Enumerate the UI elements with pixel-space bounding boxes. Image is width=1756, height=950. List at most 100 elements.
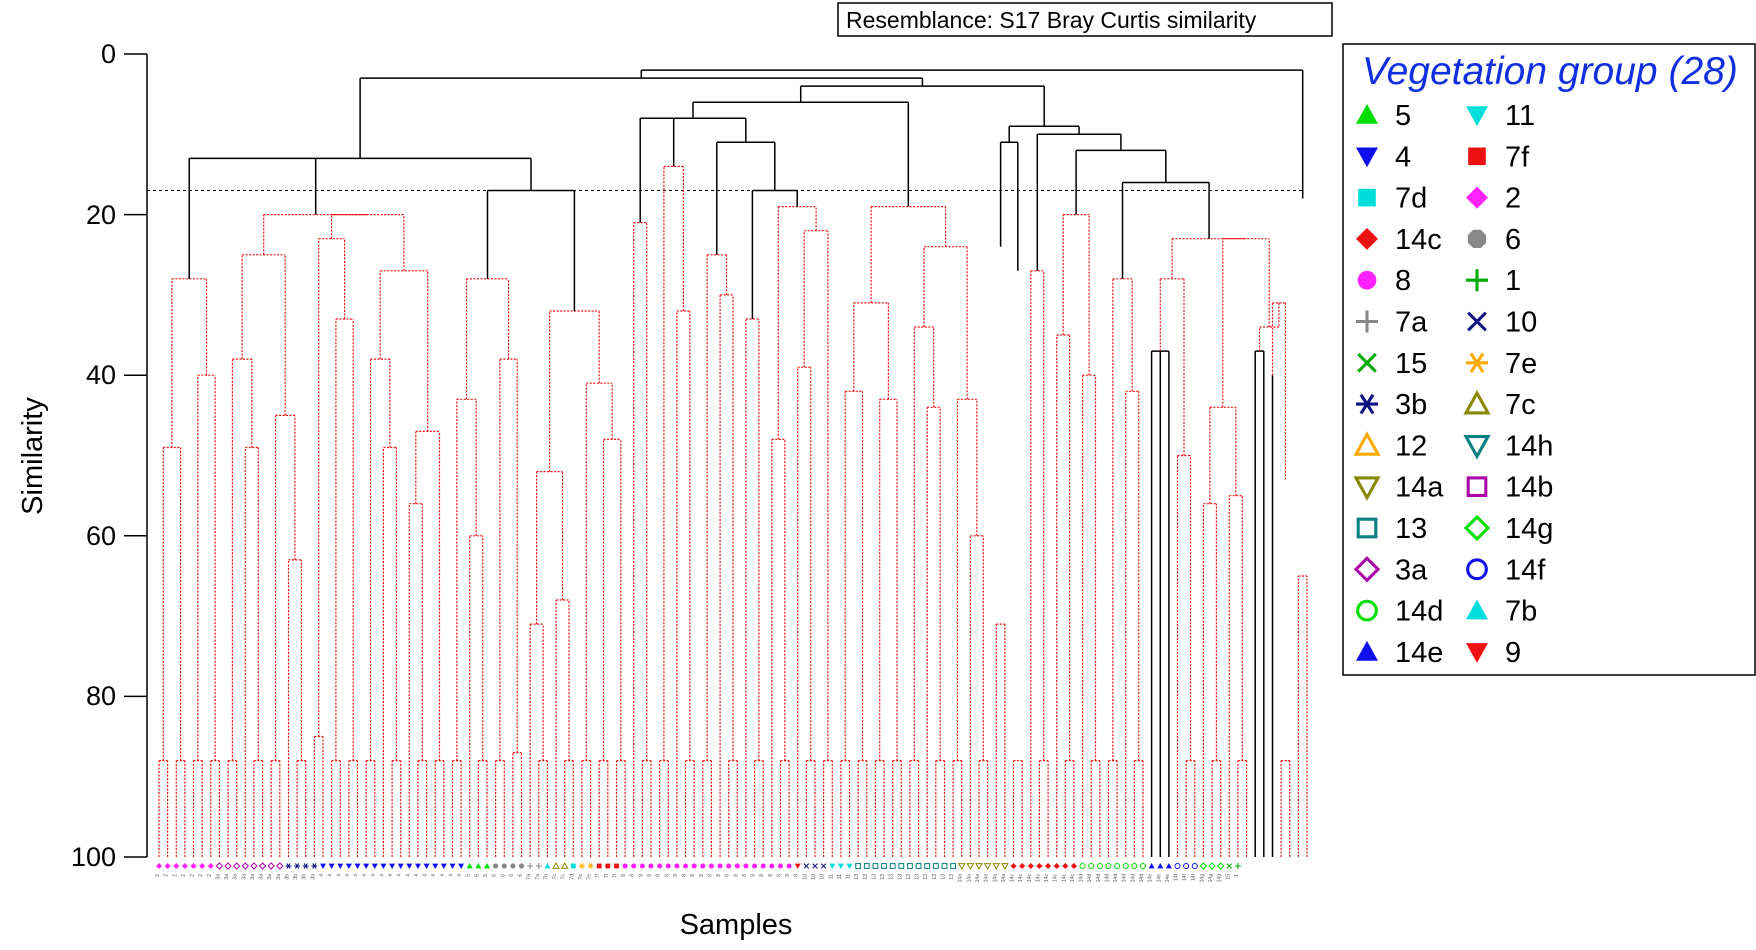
sample-label-79: 11 [837, 874, 843, 879]
sample-label-88: 13 [915, 874, 921, 880]
legend-marker-7a [1356, 310, 1378, 333]
sample-label-37: 5 [474, 874, 480, 877]
sample-label-15: 3b [284, 874, 290, 880]
sample-marker-56 [639, 863, 645, 869]
legend-marker-14a [1353, 476, 1381, 501]
sample-marker-50 [587, 863, 594, 869]
sample-label-121: 14g [1199, 874, 1205, 883]
sample-marker-43 [527, 863, 534, 869]
legend-box [1342, 43, 1756, 676]
legend-item-3a: 3a [1353, 554, 1428, 586]
sample-label-39: 6 [492, 874, 498, 877]
sample-label-84: 13 [880, 874, 886, 880]
sample-label-66: 8 [725, 874, 731, 877]
sample-marker-95 [975, 863, 983, 871]
y-tick-label-40: 40 [86, 360, 116, 390]
sample-label-120: 14f [1191, 873, 1197, 881]
sample-marker-31 [423, 863, 430, 869]
sample-label-97: 14a [992, 874, 998, 883]
sample-label-46: 7c [552, 874, 558, 880]
sample-label-1: 2 [164, 874, 170, 877]
sample-label-52: 7f [604, 873, 610, 878]
legend-marker-14g [1463, 514, 1491, 542]
sample-label-116: 14e [1156, 874, 1162, 883]
legend-item-3b: 3b [1356, 389, 1427, 421]
sample-marker-11 [250, 862, 258, 870]
sample-label-95: 14a [975, 874, 981, 883]
sample-label-83: 13 [871, 874, 877, 880]
legend-item-6: 6 [1467, 224, 1521, 256]
y-tick-label-100: 100 [71, 842, 116, 872]
sample-marker-15 [285, 863, 292, 869]
legend-marker-5 [1356, 104, 1378, 124]
sample-label-71: 8 [768, 874, 774, 877]
legend-label-1: 1 [1505, 265, 1521, 297]
sample-marker-111 [1114, 862, 1121, 870]
legend-item-15: 15 [1357, 348, 1427, 380]
sample-marker-101 [1027, 863, 1034, 869]
sample-label-13: 3a [267, 874, 273, 880]
sample-label-123: 14g [1217, 874, 1223, 883]
sample-label-7: 3a [215, 874, 221, 880]
legend-marker-14c [1356, 227, 1378, 250]
sample-marker-36 [466, 863, 473, 869]
sample-label-19: 4 [319, 874, 325, 877]
resemblance-box [837, 2, 1333, 37]
y-axis: 0 20 40 60 80 100 Similarity [17, 39, 148, 872]
legend-item-12: 12 [1353, 430, 1427, 462]
sample-label-99: 14c [1010, 874, 1016, 883]
legend-label-15: 15 [1395, 348, 1427, 380]
sample-marker-22 [345, 863, 352, 869]
sample-label-58: 8 [656, 874, 662, 877]
sample-marker-0 [156, 863, 162, 869]
sample-label-108: 14d [1087, 874, 1093, 883]
legend-item-14a: 14a [1353, 472, 1444, 504]
sample-label-54: 8 [621, 874, 627, 877]
legend-item-7c: 7c [1463, 389, 1536, 421]
sample-label-65: 8 [716, 874, 722, 877]
legend-item-4: 4 [1356, 141, 1411, 173]
legend-label-7d: 7d [1395, 183, 1427, 215]
sample-label-34: 4 [448, 874, 454, 877]
sample-label-59: 8 [664, 874, 670, 877]
legend-marker-14b [1466, 476, 1488, 498]
sample-marker-1 [164, 863, 171, 869]
sample-marker-4 [190, 863, 197, 869]
sample-label-48: 7d [569, 874, 575, 880]
sample-label-12: 3a [259, 874, 265, 880]
sample-label-16: 3b [293, 874, 299, 880]
legend-item-14c: 14c [1356, 224, 1442, 256]
sample-marker-98 [1001, 863, 1009, 871]
sample-label-55: 8 [630, 874, 636, 877]
sample-marker-72 [777, 863, 784, 869]
legend-item-7e: 7e [1466, 348, 1537, 380]
sample-label-9: 3a [233, 874, 239, 880]
legend-marker-13 [1356, 517, 1378, 539]
sample-label-80: 11 [846, 874, 852, 879]
sample-marker-24 [363, 863, 370, 869]
sample-marker-2 [173, 863, 180, 869]
sample-marker-32 [432, 863, 439, 869]
sample-marker-45 [544, 863, 551, 869]
sample-marker-123 [1216, 862, 1225, 870]
sample-marker-63 [700, 863, 706, 869]
sample-marker-49 [578, 863, 585, 869]
legend: Vegetation group (28) 5 11 4 7f 7d 2 14c 6 8 1 7a 1… [1342, 43, 1756, 676]
sample-label-72: 8 [776, 874, 782, 877]
sample-marker-74 [794, 863, 801, 869]
sample-label-21: 4 [336, 874, 342, 877]
sample-label-2: 2 [172, 874, 178, 877]
sample-label-22: 4 [345, 874, 351, 877]
sample-marker-8 [224, 862, 232, 870]
sample-marker-112 [1122, 862, 1129, 870]
sample-marker-44 [535, 863, 542, 869]
sample-marker-117 [1165, 863, 1172, 869]
sample-label-110: 14d [1104, 874, 1110, 883]
legend-marker-3a [1353, 556, 1381, 583]
sample-label-63: 8 [699, 874, 705, 877]
sample-label-18: 3b [310, 874, 316, 880]
sample-label-102: 14c [1035, 874, 1041, 883]
sample-label-112: 14d [1122, 874, 1128, 883]
sample-marker-119 [1183, 862, 1190, 870]
sample-label-25: 4 [371, 874, 377, 877]
